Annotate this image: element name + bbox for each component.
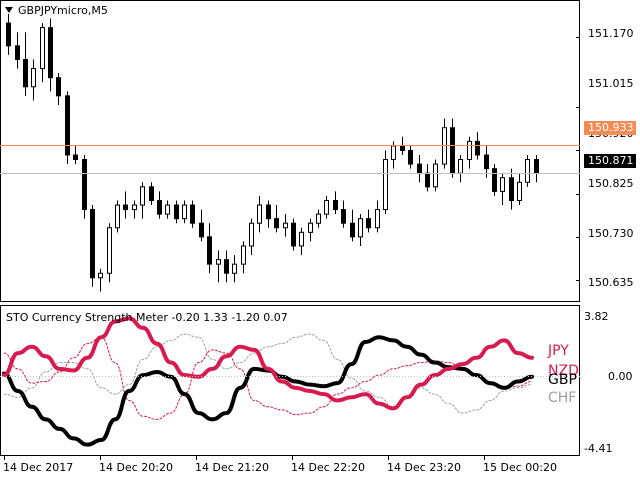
time-axis-ticks: [4, 455, 485, 460]
time-tick-2: 14 Dec 20:20: [99, 461, 173, 474]
candles-group: [6, 14, 539, 292]
price-axis-ticks: [576, 37, 580, 281]
candle: [190, 200, 195, 228]
candle: [274, 205, 279, 233]
candle: [249, 218, 254, 256]
candle: [291, 218, 296, 251]
price-tick-1: 151.170: [588, 27, 634, 40]
candle: [107, 223, 112, 283]
indicator-line-gbp: [2, 335, 534, 447]
main-chart-frame: [0, 0, 580, 302]
indicator-line-chf: [3, 333, 533, 414]
candle: [266, 200, 271, 228]
indicator-line-nzd: [3, 336, 533, 420]
candle: [458, 155, 463, 183]
candle: [433, 159, 438, 192]
candle: [525, 155, 530, 187]
candle: [199, 209, 204, 242]
indicator-lines-group: [2, 316, 534, 447]
indicator-axis-top: 3.82: [584, 310, 609, 323]
indicator-axis-mid: 0.00: [608, 370, 633, 383]
candle: [383, 150, 388, 215]
price-tick-2: 151.015: [588, 77, 634, 90]
indicator-title: STO Currency Strength Meter -0.20 1.33 -…: [6, 311, 288, 324]
candle: [316, 209, 321, 228]
candle: [15, 32, 20, 69]
candle: [132, 200, 137, 219]
candle: [366, 209, 371, 233]
time-tick-4: 14 Dec 22:20: [291, 461, 365, 474]
candle: [224, 250, 229, 283]
candle: [56, 73, 61, 105]
candle: [165, 200, 170, 219]
candle: [82, 155, 87, 219]
candle: [182, 200, 187, 224]
time-tick-6: 15 Dec 00:20: [483, 461, 557, 474]
candle: [408, 145, 413, 169]
candle: [98, 268, 103, 292]
candle: [149, 182, 154, 206]
time-tick-3: 14 Dec 21:20: [195, 461, 269, 474]
candle: [31, 59, 36, 101]
candle: [484, 145, 489, 178]
candle: [157, 191, 162, 219]
price-tick-6: 150.635: [588, 276, 634, 289]
candle: [341, 200, 346, 228]
candle: [324, 195, 329, 219]
currency-label-nzd: NZD: [548, 363, 579, 379]
currency-label-chf: CHF: [548, 390, 577, 406]
candle: [358, 214, 363, 246]
candle: [90, 205, 95, 287]
chart-menu-icon[interactable]: [5, 7, 13, 13]
candle: [534, 155, 539, 183]
indicator-line-jpy: [2, 316, 534, 411]
candle: [40, 23, 45, 83]
candle: [257, 195, 262, 233]
candle: [48, 18, 53, 92]
indicator-frame: [0, 305, 580, 456]
candle: [174, 200, 179, 224]
candle: [425, 164, 430, 192]
candle: [73, 145, 78, 165]
candle: [308, 218, 313, 242]
candle: [115, 200, 120, 233]
candle: [417, 155, 422, 183]
currency-label-jpy: JPY: [548, 343, 569, 359]
currency-label-gbp: GBP: [548, 372, 577, 388]
candle: [500, 173, 505, 206]
candle: [283, 214, 288, 237]
candle: [517, 173, 522, 206]
time-tick-1: 14 Dec 2017: [3, 461, 74, 474]
candle: [23, 32, 28, 96]
candle: [350, 209, 355, 242]
candle: [140, 182, 145, 219]
candle: [442, 118, 447, 169]
candle: [65, 91, 70, 165]
chart-title: GBPJPYmicro,M5: [18, 4, 108, 17]
indicator-axis-bottom: -4.41: [584, 442, 613, 455]
candle: [450, 118, 455, 178]
bid-price-badge: 150.933: [584, 121, 636, 135]
candle: [333, 191, 338, 215]
candle: [123, 191, 128, 219]
candle: [232, 255, 237, 283]
candle: [492, 164, 497, 196]
candle: [6, 14, 11, 55]
candle: [467, 136, 472, 169]
price-tick-4: 150.825: [588, 177, 634, 190]
candle: [216, 250, 221, 283]
price-tick-5: 150.730: [588, 227, 634, 240]
candle: [207, 223, 212, 274]
candle: [299, 227, 304, 256]
time-tick-5: 14 Dec 23:20: [387, 461, 461, 474]
last-price-badge: 150.871: [584, 154, 636, 168]
candle: [241, 241, 246, 274]
candle: [509, 168, 514, 210]
candle: [375, 200, 380, 233]
